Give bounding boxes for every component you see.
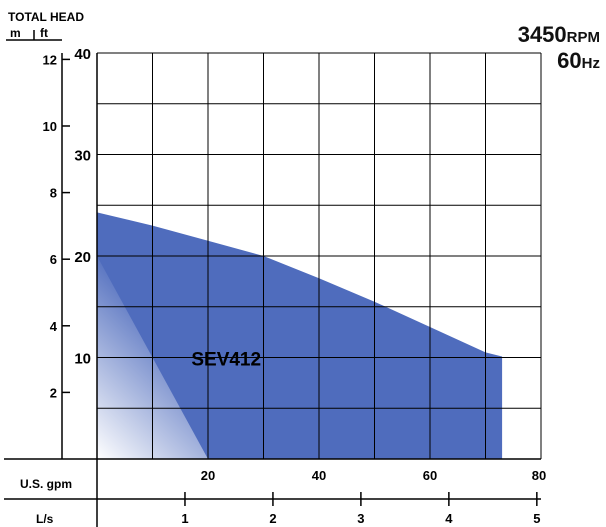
secondary-x-tick-label: 1 bbox=[181, 511, 188, 526]
y-tick-label-ft: 40 bbox=[74, 46, 91, 63]
grid bbox=[97, 52, 542, 459]
secondary-x-tick-label: 5 bbox=[533, 511, 540, 526]
y-tick-label-m: 6 bbox=[50, 252, 57, 267]
secondary-x-axis-label: L/s bbox=[36, 512, 54, 526]
x-tick-label: 80 bbox=[532, 468, 546, 483]
x-axis-label: U.S. gpm bbox=[20, 477, 72, 491]
total-head-label: TOTAL HEAD bbox=[8, 10, 84, 24]
secondary-x-tick-label: 2 bbox=[269, 511, 276, 526]
frequency-value: 60 bbox=[557, 48, 581, 73]
y-tick-label-m: 12 bbox=[43, 52, 57, 67]
y-tick-label-ft: 10 bbox=[74, 351, 91, 368]
y-tick-label-m: 10 bbox=[43, 119, 57, 134]
speed-unit: RPM bbox=[567, 29, 600, 46]
x-tick-label: 40 bbox=[312, 468, 326, 483]
frequency-label: 60Hz bbox=[557, 48, 600, 73]
secondary-x-tick-label: 4 bbox=[445, 511, 453, 526]
secondary-x-tick-label: 3 bbox=[357, 511, 364, 526]
y-tick-label-ft: 20 bbox=[74, 249, 91, 266]
performance-curve-area bbox=[97, 212, 503, 459]
meter-unit-label: m bbox=[10, 26, 21, 40]
speed-value: 3450 bbox=[518, 22, 567, 47]
speed-label: 3450RPM bbox=[518, 22, 600, 47]
y-tick-label-m: 2 bbox=[50, 385, 57, 400]
feet-unit-label: ft bbox=[40, 26, 48, 40]
frequency-unit: Hz bbox=[582, 55, 600, 72]
x-tick-label: 20 bbox=[201, 468, 215, 483]
y-tick-label-m: 4 bbox=[50, 319, 58, 334]
y-tick-label-m: 8 bbox=[50, 186, 57, 201]
series-label: SEV412 bbox=[191, 350, 261, 371]
x-tick-label: 60 bbox=[423, 468, 437, 483]
y-tick-label-ft: 30 bbox=[74, 148, 91, 165]
